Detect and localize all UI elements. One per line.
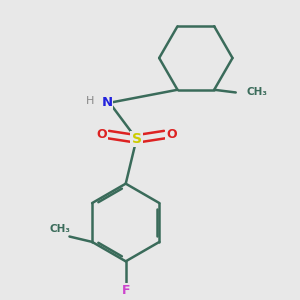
Text: O: O [96, 128, 107, 141]
Text: CH₃: CH₃ [247, 88, 268, 98]
Text: F: F [122, 284, 130, 297]
Text: N: N [101, 96, 112, 109]
Text: H: H [86, 96, 94, 106]
Text: O: O [166, 128, 177, 141]
Text: S: S [131, 132, 142, 146]
Text: CH₃: CH₃ [49, 224, 70, 234]
